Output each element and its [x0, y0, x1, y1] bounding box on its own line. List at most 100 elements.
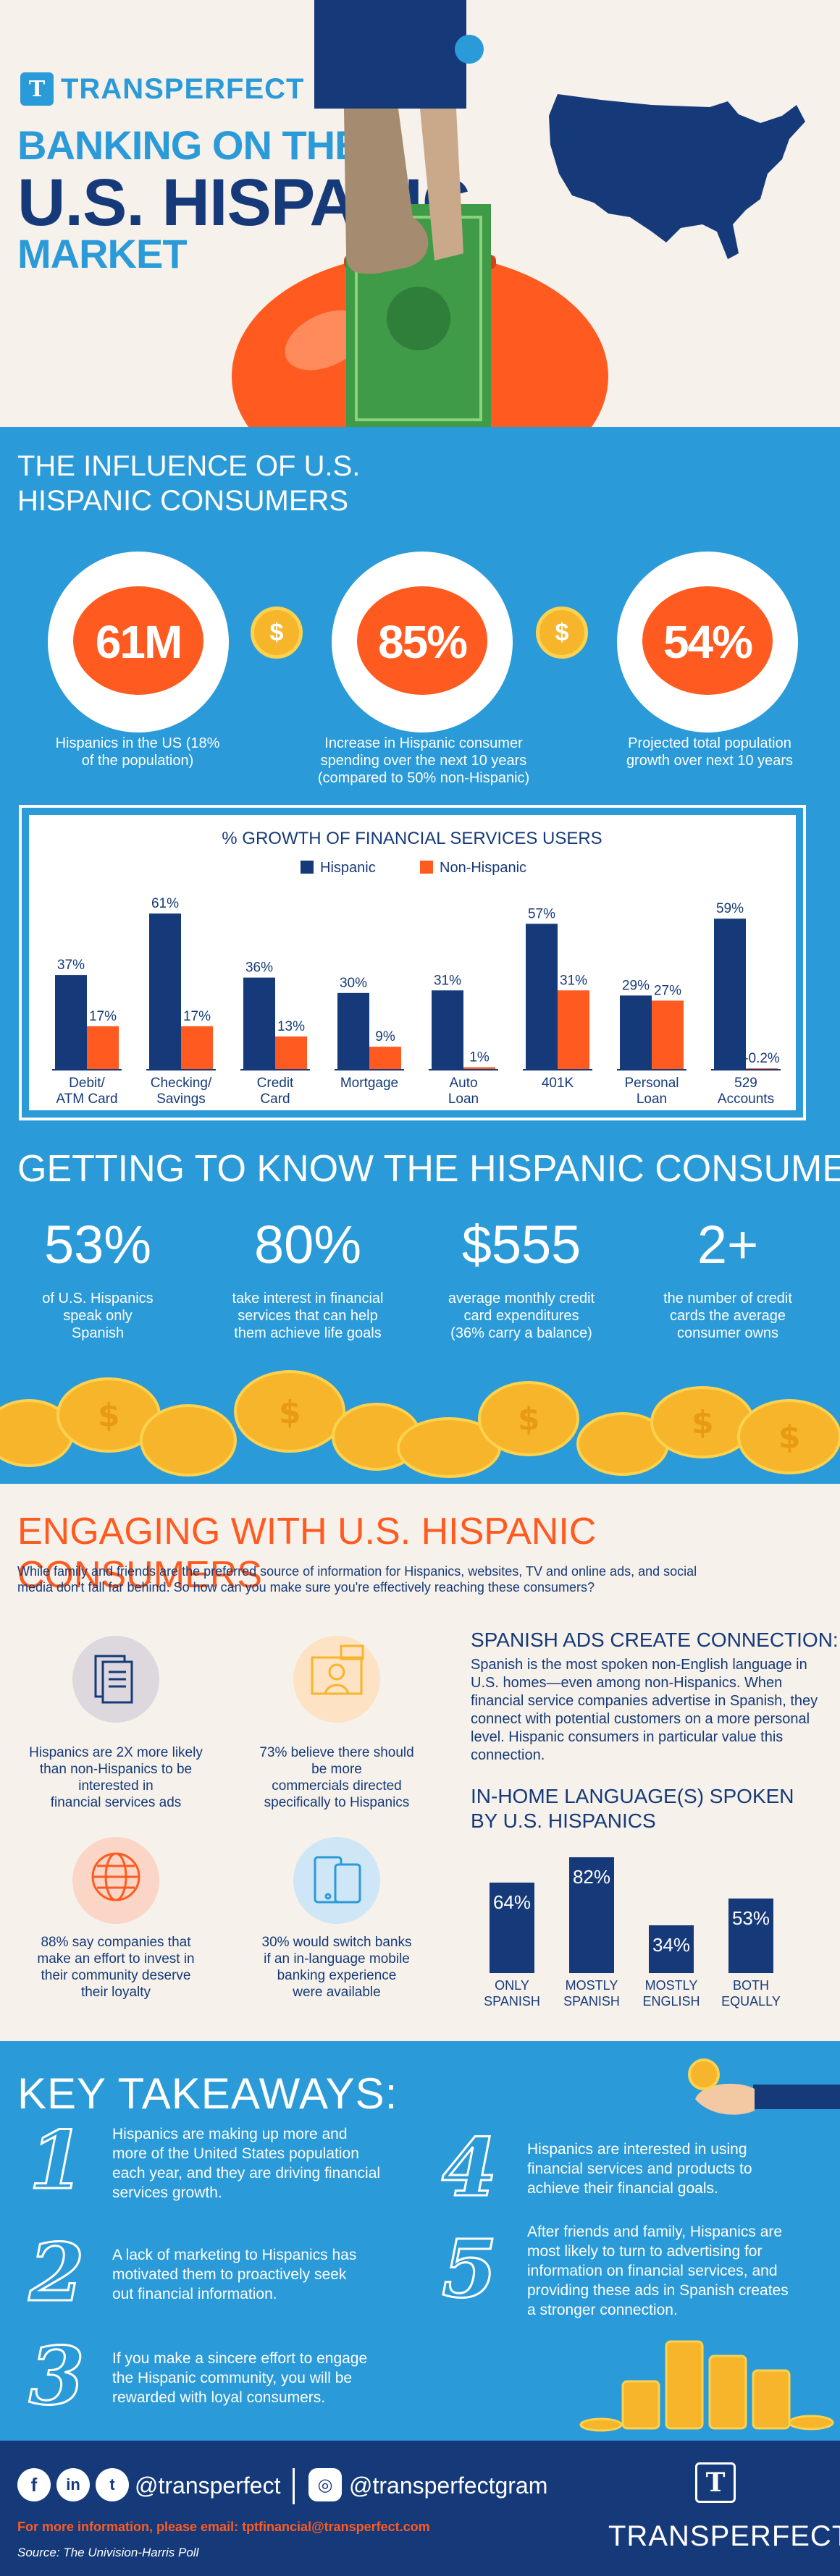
fact-line: than non-Hispanics to be — [39, 1762, 193, 1777]
stat-description: of U.S. Hispanics speak only Spanish — [7, 1290, 188, 1342]
language-label-1: MOSTLY SPANISH — [552, 1977, 631, 2009]
category-label: Loan — [448, 1091, 479, 1107]
lang-title-line: IN-HOME LANGUAGE(S) SPOKEN — [471, 1785, 794, 1807]
stat-value: $555 — [461, 1215, 581, 1275]
growth-bar-chart: % GROWTH OF FINANCIAL SERVICES USERS His… — [52, 829, 781, 1107]
language-bar-3: 53% — [728, 1898, 773, 1973]
lang-label-line: EQUALLY — [721, 1994, 781, 2009]
takeaway-line: After friends and family, Hispanics are — [527, 2224, 783, 2240]
takeaway-line: out financial information. — [112, 2286, 277, 2302]
category-label: Accounts — [718, 1091, 774, 1107]
bar-hispanic-4 — [432, 990, 463, 1070]
bar-non-hispanic-3 — [369, 1047, 401, 1070]
twitter-icon[interactable]: t — [96, 2468, 129, 2501]
data-label: 57% — [528, 906, 555, 921]
data-label: 27% — [654, 983, 681, 998]
piggy-bank-icon — [357, 586, 487, 695]
stat-value: 54% — [663, 616, 753, 668]
category-label: Auto — [449, 1076, 477, 1091]
takeaway-number-4: 4 — [441, 2121, 499, 2214]
fact-line: be more — [311, 1762, 362, 1777]
category-label: ATM Card — [56, 1091, 117, 1107]
fact-line: specifically to Hispanics — [264, 1795, 410, 1810]
engaging-intro: While family and friends are the preferr… — [17, 1563, 828, 1595]
twitter-handle[interactable]: @transperfect — [135, 2472, 281, 2499]
stat-description: take interest in financial services that… — [217, 1290, 398, 1342]
desc-line: of U.S. Hispanics — [42, 1291, 154, 1306]
category-label: Loan — [637, 1091, 667, 1107]
linkedin-icon[interactable]: in — [56, 2468, 90, 2501]
bar-non-hispanic-4 — [463, 1067, 495, 1070]
stat-2plus: 2+ the number of credit cards the averag… — [637, 1216, 818, 1342]
legend-swatch-non-hispanic — [420, 861, 433, 874]
stat-555: $555 average monthly credit card expendi… — [431, 1216, 612, 1342]
footer-brand: TRANSPERFECT — [608, 2520, 840, 2552]
desc-line: them achieve life goals — [234, 1325, 382, 1341]
key-takeaways-title: KEY TAKEAWAYS: — [17, 2069, 398, 2118]
takeaway-line: a stronger connection. — [527, 2302, 678, 2318]
takeaway-number-1: 1 — [28, 2113, 86, 2207]
headline-line-1: BANKING ON THE — [17, 122, 361, 168]
category-label: Personal — [625, 1076, 679, 1091]
svg-text:$: $ — [778, 1419, 801, 1456]
stat-description-54: Projected total population growth over n… — [594, 735, 826, 769]
data-label: 37% — [57, 958, 85, 973]
svg-text:$: $ — [279, 1394, 301, 1431]
bar-hispanic-2 — [243, 977, 275, 1070]
takeaway-line: achieve their financial goals. — [527, 2180, 718, 2197]
svg-text:$: $ — [98, 1397, 120, 1434]
category-label: 401K — [542, 1076, 574, 1091]
stat-description: the number of credit cards the average c… — [637, 1290, 818, 1342]
takeaway-line: Hispanics are interested in using — [527, 2141, 747, 2158]
documents-icon — [72, 1636, 159, 1723]
takeaway-4: Hispanics are interested in using financ… — [527, 2140, 831, 2198]
takeaway-number-2: 2 — [28, 2226, 86, 2319]
fact-88-percent: 88% say companies that make an effort to… — [22, 1934, 210, 2001]
bar-hispanic-5 — [526, 924, 558, 1070]
desc-line: average monthly credit — [448, 1291, 595, 1306]
fact-line: were available — [293, 1985, 381, 2000]
takeaway-line: the Hispanic community, you will be — [112, 2370, 353, 2386]
influence-title-line-2: HISPANIC CONSUMERS — [17, 485, 349, 517]
engaging-title: ENGAGING WITH U.S. HISPANIC CONSUMERS — [17, 1511, 597, 1596]
category-label: Credit — [257, 1076, 294, 1091]
fact-line: Hispanics are 2X more likely — [29, 1745, 203, 1760]
fact-line: 88% say companies that — [41, 1935, 191, 1950]
intro-line: While family and friends are the preferr… — [17, 1564, 697, 1579]
chart-bars: 37% 17% Debit/ATM Card 61% 17% Checking/Savin… — [52, 896, 781, 1107]
desc-line: card expenditures — [463, 1308, 579, 1324]
instagram-handle[interactable]: @transperfectgram — [349, 2472, 548, 2499]
stat-value: 85% — [377, 616, 468, 668]
fact-73-percent: 73% believe there should be more commerc… — [243, 1744, 431, 1811]
brand: T TRANSPERFECT — [20, 72, 304, 106]
fact-line: interested in — [78, 1778, 154, 1794]
category-label: Savings — [156, 1091, 206, 1107]
facebook-icon[interactable]: f — [17, 2468, 51, 2501]
stat-desc-line: Hispanics in the US (18% — [55, 735, 220, 751]
intro-line: media don't fall far behind. So how can … — [17, 1580, 595, 1595]
stat-value: 2+ — [697, 1215, 759, 1275]
data-label: 13% — [277, 1019, 305, 1034]
bar-non-hispanic-6 — [652, 1000, 684, 1070]
stat-desc-line: (compared to 50% non-Hispanic) — [317, 770, 530, 786]
desc-line: the number of credit — [663, 1291, 792, 1306]
financial-services-chart-card: % GROWTH OF FINANCIAL SERVICES USERS His… — [19, 805, 806, 1120]
takeaway-line: If you make a sincere effort to engage — [112, 2350, 368, 2367]
takeaway-line: more of the United States population — [112, 2145, 359, 2162]
stat-value: 53% — [43, 1215, 152, 1275]
fact-2x-likely: Hispanics are 2X more likely than non-Hi… — [22, 1744, 210, 1811]
takeaway-2: A lack of marketing to Hispanics has mot… — [112, 2245, 416, 2304]
instagram-icon[interactable]: ◎ — [308, 2468, 342, 2501]
mobile-devices-icon — [293, 1837, 380, 1924]
fact-line: their community deserve — [41, 1968, 191, 1983]
contact-info[interactable]: For more information, please email: tptf… — [17, 2520, 430, 2534]
takeaway-line: providing these ads in Spanish creates — [527, 2282, 789, 2299]
gold-coins-illustration: $ $ $ $ $ — [0, 1370, 840, 1478]
piggy-bank-icon — [73, 586, 203, 695]
lang-label-line: MOSTLY — [644, 1978, 698, 1993]
bar-non-hispanic-2 — [275, 1036, 307, 1070]
divider — [293, 2468, 295, 2504]
data-label: 1% — [469, 1050, 490, 1065]
desc-line: Spanish — [71, 1325, 125, 1341]
lang-label-line: ENGLISH — [642, 1994, 700, 2009]
